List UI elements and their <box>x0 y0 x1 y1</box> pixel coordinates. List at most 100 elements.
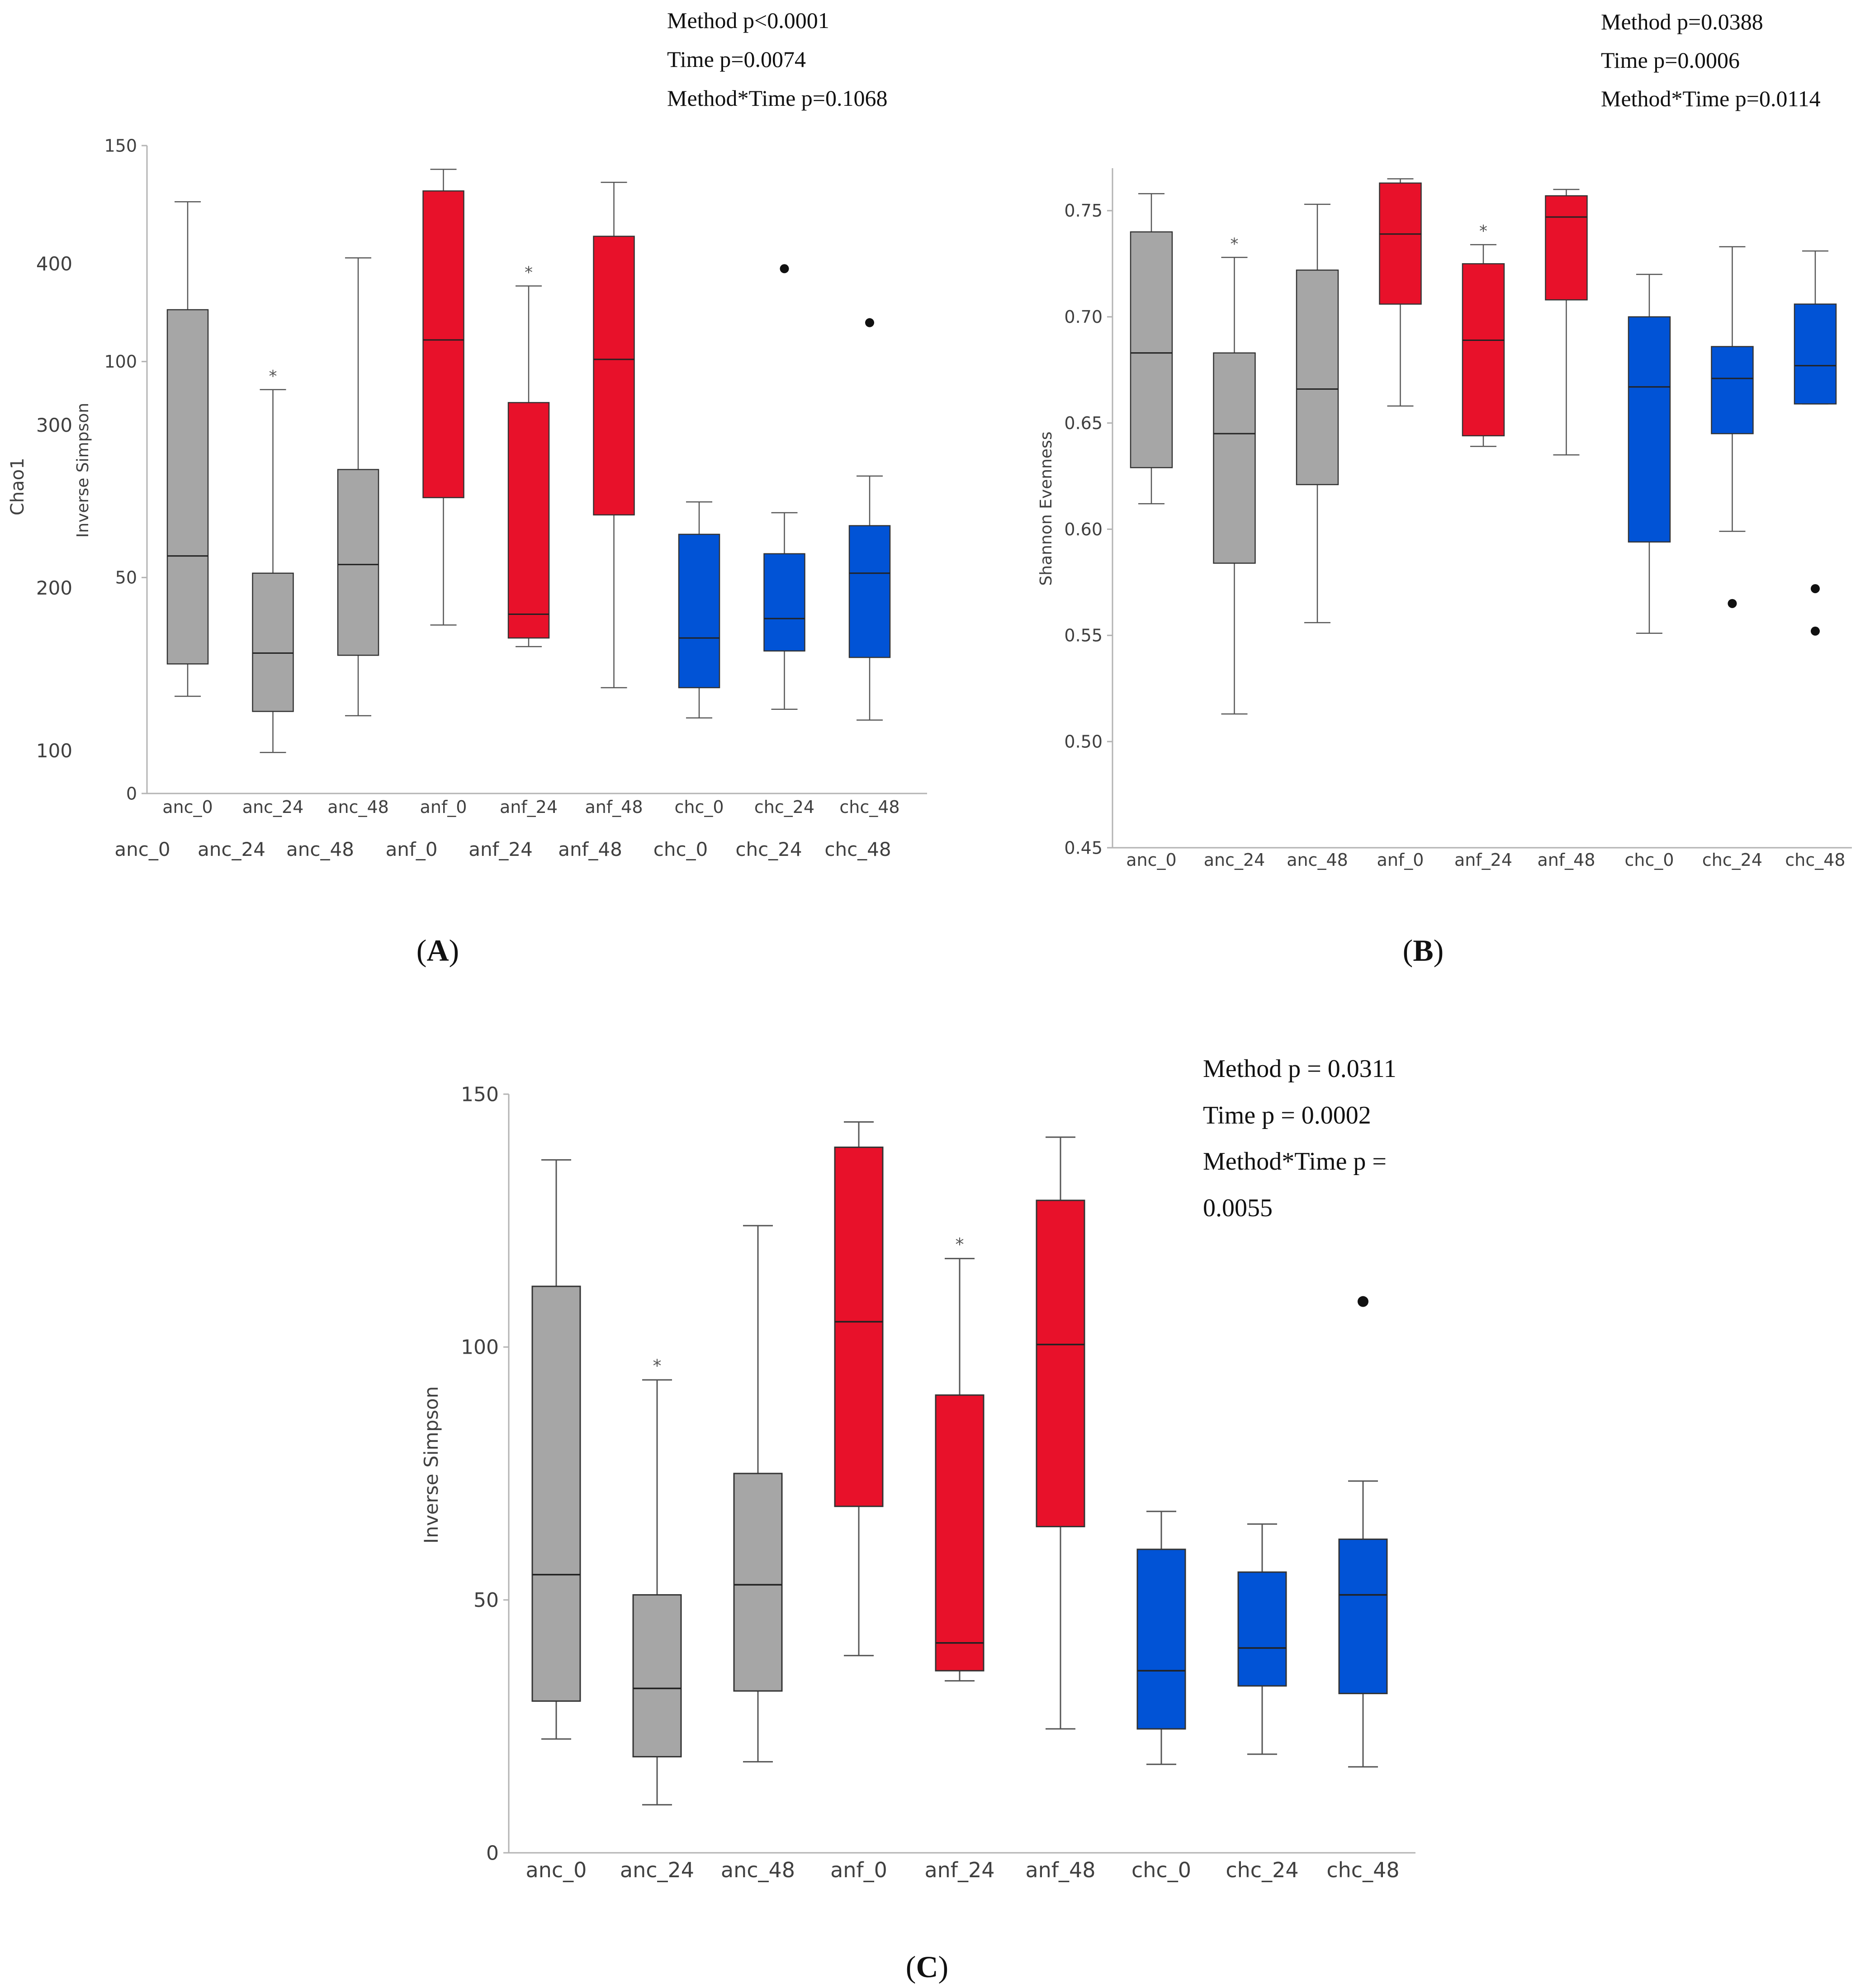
panel-c-box-anc_48: anc_48 <box>721 1225 795 1882</box>
panel-c-category-label: anf_48 <box>1025 1858 1095 1882</box>
panel-a-y-axis-label: Inverse Simpson <box>74 403 92 538</box>
panel-a-category-label: anf_0 <box>420 797 467 817</box>
panel-a-y-tick-label: 50 <box>115 568 137 588</box>
panel-c-category-label: chc_48 <box>1326 1858 1399 1882</box>
panel-c-box-anc_24: * anc_24 <box>620 1356 694 1882</box>
panel-c-y-axis-label: Inverse Simpson <box>420 1386 442 1544</box>
panel-a-stat-interaction: Method*Time p=0.1068 <box>667 85 888 111</box>
panel-c-box-anf_24: * anf_24 <box>924 1235 994 1882</box>
panel-b-iqr-box <box>1545 195 1588 301</box>
panel-a-category-label: anf_48 <box>585 797 643 817</box>
panel-b-category-label: anc_24 <box>1204 850 1265 870</box>
panel-a-box-anf_48: anf_48 <box>585 181 643 817</box>
panel-a-chao1-category: anc_0 <box>114 838 170 860</box>
panel-b-outlier <box>1811 626 1820 636</box>
panel-b-box-anf_48: anf_48 <box>1537 189 1595 870</box>
panel-c-category-label: anc_0 <box>526 1858 587 1882</box>
panel-a-chao1-category: chc_0 <box>653 838 708 860</box>
panel-b-stat-time: Time p=0.0006 <box>1601 47 1740 73</box>
panel-c-category-label: chc_0 <box>1131 1858 1191 1882</box>
panel-b-y-tick-label: 0.45 <box>1064 838 1103 858</box>
panel-c-category-label: anc_24 <box>620 1858 694 1882</box>
panel-a-iqr-box <box>678 534 720 689</box>
panel-c-box-anc_0: anc_0 <box>526 1159 587 1882</box>
panel-b-iqr-box <box>1794 303 1837 405</box>
panel-c-y-tick-label: 150 <box>461 1083 499 1106</box>
panel-c-caption-letter: C <box>916 1950 938 1984</box>
panel-a-box-anf_24: * anf_24 <box>500 263 558 817</box>
panel-b-outlier <box>1811 584 1820 593</box>
panel-c-iqr-box <box>834 1146 884 1507</box>
panel-b-category-label: anf_48 <box>1537 850 1595 870</box>
panel-c-significance-marker: * <box>653 1356 662 1376</box>
panel-a-box-anf_0: anf_0 <box>420 169 467 817</box>
panel-a-caption: (A) <box>417 933 459 968</box>
panel-c-stat-interaction-value: 0.0055 <box>1203 1194 1273 1222</box>
panel-b-significance-marker: * <box>1479 222 1487 241</box>
panel-c-stat-time: Time p = 0.0002 <box>1203 1101 1371 1129</box>
panel-b-outlier <box>1728 599 1737 608</box>
panel-c-y-tick-label: 0 <box>486 1842 499 1865</box>
panel-b-box-chc_0: chc_0 <box>1624 274 1674 870</box>
panel-c-iqr-box <box>1036 1199 1085 1527</box>
panel-a-stat-method: Method p<0.0001 <box>667 8 829 33</box>
panel-b-significance-marker: * <box>1231 235 1239 253</box>
panel-b-category-label: anc_48 <box>1287 850 1348 870</box>
panel-b-iqr-box <box>1213 352 1256 564</box>
panel-c-y-tick-label: 100 <box>461 1336 499 1359</box>
panel-a-box-anc_48: anc_48 <box>327 257 389 817</box>
panel-c-category-label: anf_24 <box>924 1858 994 1882</box>
panel-b-box-anf_24: * anf_24 <box>1454 222 1512 870</box>
panel-a-y-tick-label: 0 <box>126 784 137 803</box>
panel-b-category-label: anc_0 <box>1126 850 1176 870</box>
panel-a-chao1-category: anf_24 <box>469 838 533 860</box>
panel-a-chao1-category: anc_24 <box>198 838 265 860</box>
panel-c-iqr-box <box>531 1285 581 1702</box>
panel-b-y-axis-label: Shannon Evenness <box>1037 431 1056 586</box>
panel-a-iqr-box <box>507 402 550 639</box>
panel-b-y-tick-label: 0.65 <box>1064 413 1103 433</box>
panel-a-box-anc_0: anc_0 <box>162 201 213 817</box>
panel-a-iqr-box <box>848 525 891 658</box>
panel-c-box-chc_0: chc_0 <box>1131 1511 1191 1882</box>
panel-c-box-anf_48: anf_48 <box>1025 1136 1096 1882</box>
panel-b-stat-method: Method p=0.0388 <box>1601 9 1763 34</box>
panel-a-iqr-box <box>593 236 635 516</box>
panel-a-category-label: anc_24 <box>242 797 304 817</box>
panel-a-category-label: chc_0 <box>674 797 724 817</box>
panel-c-box-chc_24: chc_24 <box>1226 1523 1299 1882</box>
panel-c-stat-interaction: Method*Time p = <box>1203 1147 1387 1176</box>
panel-a-chao1-tick: 400 <box>36 253 72 275</box>
panel-c-stat-method: Method p = 0.0311 <box>1203 1055 1396 1083</box>
panel-a-chao1-category: anf_0 <box>386 838 438 860</box>
panel-c-iqr-box <box>632 1594 682 1757</box>
panel-a-iqr-box <box>337 469 379 656</box>
panel-a-chao1-category: chc_48 <box>824 838 891 860</box>
panel-b-y-tick-label: 0.60 <box>1064 519 1103 539</box>
panel-a-chao1-category: chc_24 <box>735 838 802 860</box>
panel-c-category-label: anc_48 <box>721 1858 795 1882</box>
panel-a-iqr-box <box>763 553 805 652</box>
panel-c-iqr-box <box>1338 1538 1388 1695</box>
panel-b-iqr-box <box>1296 269 1339 486</box>
panel-b-category-label: chc_0 <box>1624 850 1674 870</box>
panel-a-chao1-tick: 200 <box>36 577 72 599</box>
panel-a-caption-letter: A <box>426 933 449 968</box>
panel-a-box-chc_0: chc_0 <box>674 501 724 817</box>
panel-b-box-anc_48: anc_48 <box>1287 203 1348 870</box>
panel-a-iqr-box <box>252 572 294 712</box>
panel-a-chao1-tick: 100 <box>36 740 72 762</box>
panel-b-caption-letter: B <box>1413 933 1433 968</box>
panel-b-iqr-box <box>1379 182 1422 305</box>
panel-a-chao1-tick: 300 <box>36 414 72 436</box>
panel-a-chao1-category: anc_48 <box>286 838 354 860</box>
panel-c-iqr-box <box>733 1473 783 1692</box>
panel-a-box-chc_48: chc_48 <box>839 318 900 817</box>
panel-b-iqr-box <box>1628 316 1671 543</box>
panel-b-category-label: anf_24 <box>1454 850 1512 870</box>
panel-a-category-label: anf_24 <box>500 797 558 817</box>
panel-b-box-chc_48: chc_48 <box>1785 250 1846 870</box>
panel-a-category-label: anc_48 <box>327 797 389 817</box>
panel-c-iqr-box <box>1136 1549 1186 1730</box>
panel-c-iqr-box <box>935 1394 985 1672</box>
